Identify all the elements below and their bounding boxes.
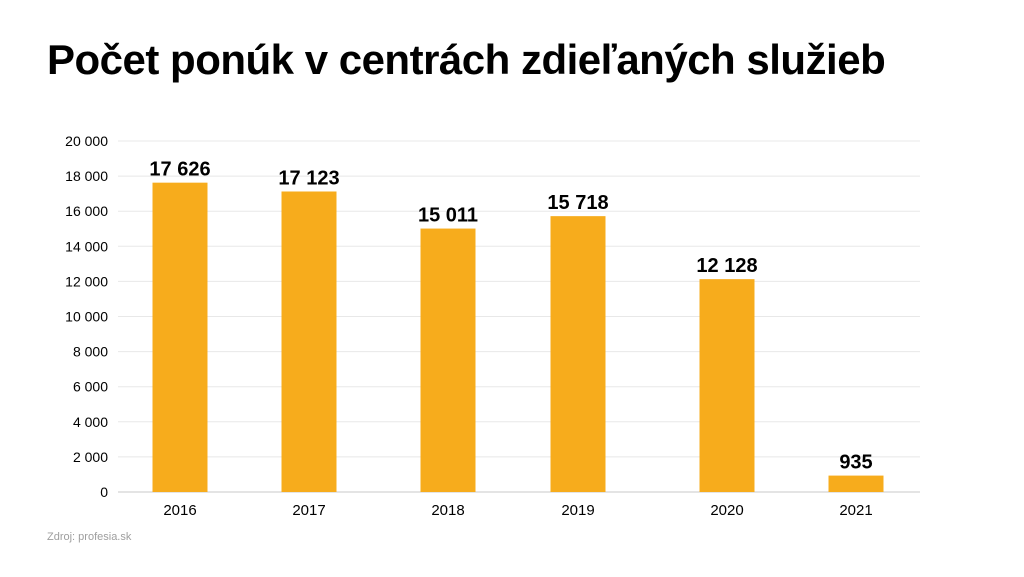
y-tick-label: 12 000 (65, 273, 108, 289)
bars (152, 182, 884, 493)
chart-title: Počet ponúk v centrách zdieľaných služie… (47, 36, 886, 83)
bar-2016 (152, 182, 208, 492)
data-label-2020: 12 128 (696, 255, 757, 277)
y-tick-label: 0 (100, 484, 108, 500)
x-tick-label: 2017 (292, 502, 325, 519)
bar-2018 (420, 228, 476, 492)
data-labels: 17 626 17 123 15 011 15 718 12 128 935 (149, 159, 872, 474)
x-tick-label: 2020 (710, 502, 743, 519)
y-axis-tick-labels: 0 2 000 4 000 6 000 8 000 10 000 12 000 14 000 1… (65, 133, 108, 500)
data-label-2019: 15 718 (547, 192, 608, 214)
data-label-2016: 17 626 (149, 159, 210, 181)
bar-2019 (550, 216, 606, 492)
y-tick-label: 14 000 (65, 238, 108, 254)
y-tick-label: 18 000 (65, 168, 108, 184)
x-tick-label: 2019 (561, 502, 594, 519)
bar-2021 (828, 475, 884, 492)
data-label-2021: 935 (839, 452, 872, 474)
bar-2020 (699, 279, 755, 492)
x-tick-label: 2021 (839, 502, 872, 519)
y-tick-label: 8 000 (73, 344, 108, 360)
bar-2017 (281, 191, 337, 493)
y-tick-label: 4 000 (73, 414, 108, 430)
y-tick-label: 10 000 (65, 309, 108, 325)
y-tick-label: 6 000 (73, 379, 108, 395)
gridlines (118, 140, 920, 493)
y-tick-label: 16 000 (65, 203, 108, 219)
y-tick-label: 2 000 (73, 449, 108, 465)
source-note: Zdroj: profesia.sk (47, 531, 132, 543)
x-axis-tick-labels: 2016 2017 2018 2019 2020 2021 (163, 502, 872, 519)
x-tick-label: 2018 (431, 502, 464, 519)
data-label-2018: 15 011 (418, 205, 478, 227)
x-tick-label: 2016 (163, 502, 196, 519)
y-tick-label: 20 000 (65, 133, 108, 149)
data-label-2017: 17 123 (278, 167, 339, 189)
